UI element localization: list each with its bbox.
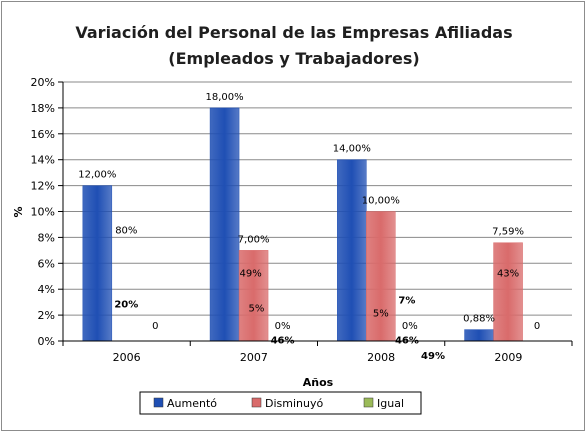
- data-labels: 12,00% 18,00% 14,00% 0,88% 7,00% 10,00% 7,59% 0…: [78, 92, 540, 362]
- data-label: 0,88%: [463, 314, 495, 325]
- gridlines: [63, 81, 572, 316]
- annotation-label: 5%: [249, 303, 265, 314]
- annotation-label: 5%: [373, 309, 389, 320]
- x-tick-label: 2008: [367, 351, 395, 364]
- annotation-label: 46%: [395, 336, 419, 347]
- legend: Aumentó Disminuyó Igual: [139, 391, 422, 415]
- legend-swatch-disminuyó: [251, 397, 262, 408]
- data-label: 0: [152, 321, 158, 332]
- y-tick-label: 0%: [38, 335, 55, 348]
- bar-disminuyó-2009: [493, 242, 523, 342]
- y-tick-label: 20%: [31, 76, 55, 89]
- x-axis-title: Años: [303, 376, 334, 389]
- y-axis-title: %: [12, 206, 25, 217]
- data-label: 7,59%: [492, 227, 524, 238]
- data-label: 18,00%: [205, 92, 243, 103]
- y-tick-label: 14%: [31, 154, 55, 167]
- annotation-label: 46%: [271, 336, 295, 347]
- bar-aumentó-2008: [337, 159, 367, 342]
- annotation-label: 20%: [114, 299, 138, 310]
- annotation-label: 43%: [497, 268, 519, 279]
- y-tick-label: 10%: [31, 206, 55, 219]
- bar-disminuyó-2007: [238, 250, 269, 342]
- bar-disminuyó-2008: [366, 211, 396, 342]
- y-tick-label: 8%: [38, 231, 55, 244]
- data-label: 0: [534, 321, 540, 332]
- data-label: 0%: [402, 321, 418, 332]
- data-label: 14,00%: [333, 144, 371, 155]
- y-tick-label: 16%: [31, 128, 55, 141]
- data-label: 10,00%: [362, 196, 400, 207]
- legend-label-igual: Igual: [377, 397, 404, 410]
- data-label: 12,00%: [78, 170, 116, 181]
- bar-aumentó-2007: [209, 107, 240, 342]
- data-label: 7,00%: [238, 234, 270, 245]
- x-tick-label: 2006: [113, 351, 141, 364]
- x-tick-label: 2009: [494, 351, 522, 364]
- y-tick-label: 6%: [38, 257, 55, 270]
- annotation-label: 7%: [398, 296, 415, 307]
- bar-aumentó-2006: [82, 185, 113, 342]
- legend-label-aumentó: Aumentó: [167, 397, 217, 410]
- x-tick-label: 2007: [240, 351, 268, 364]
- data-label: 0%: [275, 321, 291, 332]
- legend-label-disminuyó: Disminuyó: [265, 397, 323, 410]
- annotation-label: 49%: [240, 268, 262, 279]
- y-tick-label: 2%: [38, 309, 55, 322]
- chart-title: Variación del Personal de las Empresas A…: [75, 23, 512, 42]
- annotation-label: 80%: [115, 226, 137, 237]
- axes: 0% 2% 4% 6% 8% 10% 12% 14% 16% 18% 20% 2006 2007 2008…: [31, 76, 573, 364]
- y-tick-label: 18%: [31, 102, 55, 115]
- legend-swatch-aumentó: [153, 397, 164, 408]
- y-tick-label: 12%: [31, 180, 55, 193]
- annotation-label: 49%: [421, 351, 445, 362]
- y-tick-label: 4%: [38, 283, 55, 296]
- legend-swatch-igual: [363, 397, 374, 408]
- bar-aumentó-2009: [464, 329, 494, 342]
- chart-subtitle: (Empleados y Trabajadores): [168, 49, 419, 68]
- bars: [82, 107, 523, 342]
- legend-box: [139, 391, 422, 415]
